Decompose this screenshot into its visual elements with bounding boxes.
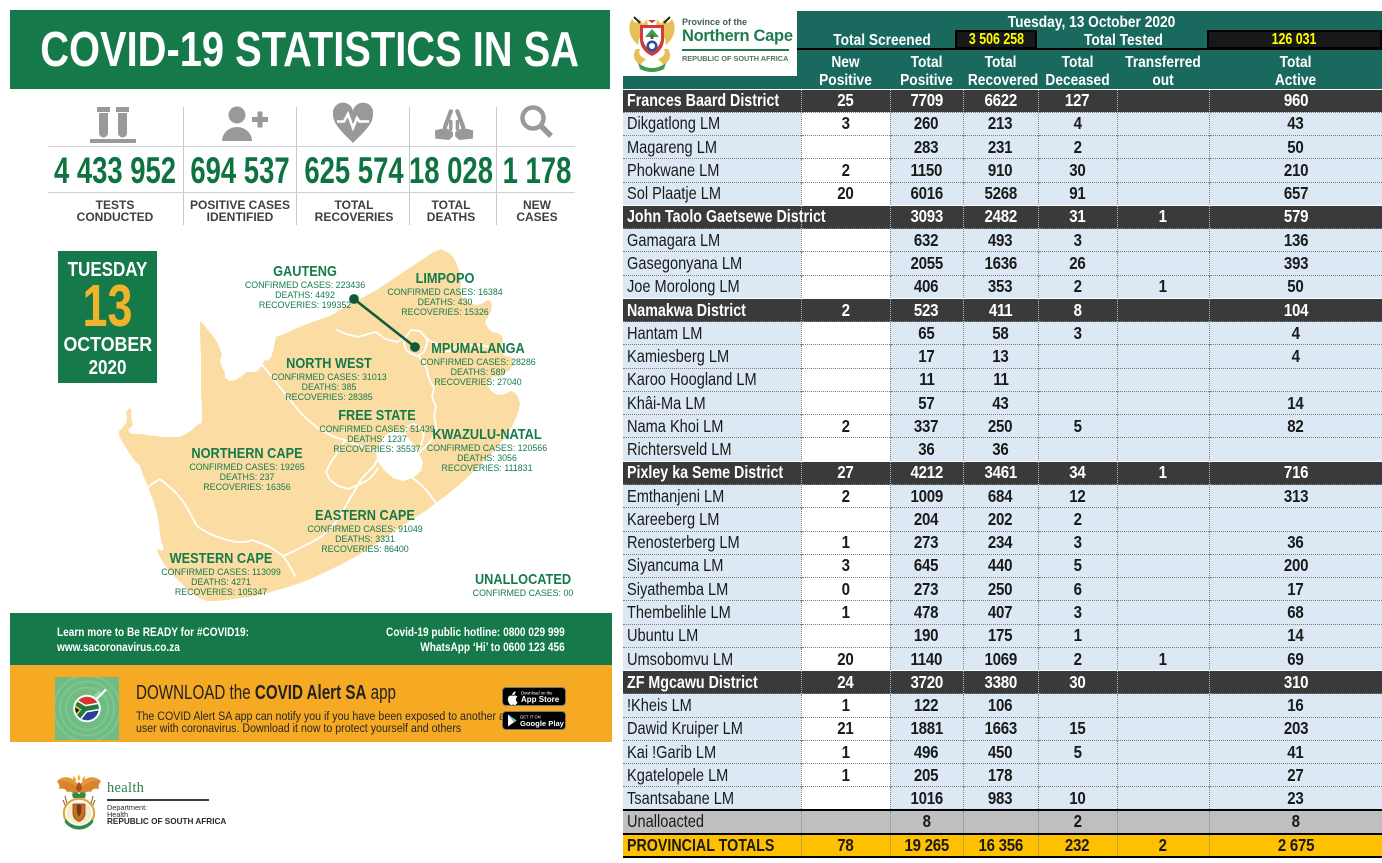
svg-text:Google Play: Google Play	[520, 719, 565, 728]
svg-text:Download on the: Download on the	[521, 690, 553, 695]
svg-text:GET IT ON: GET IT ON	[520, 714, 541, 719]
svg-text:App Store: App Store	[521, 695, 560, 704]
